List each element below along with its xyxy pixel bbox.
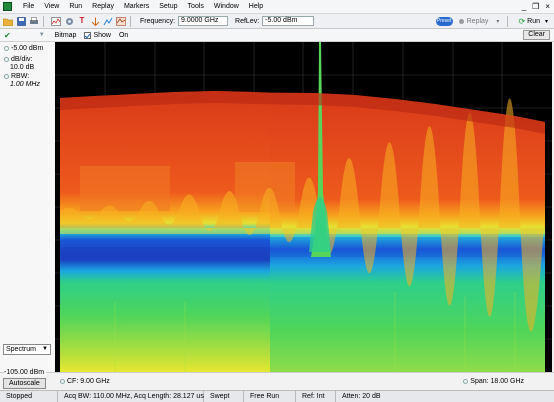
cf-icon — [60, 378, 65, 384]
show-value: On — [118, 31, 129, 39]
chevron-down-icon[interactable]: ▾ — [544, 18, 548, 25]
menu-tools[interactable]: Tools — [187, 2, 204, 10]
db-div-icon — [4, 56, 9, 62]
span-icon — [463, 378, 469, 384]
axis-row: -105.00 dBm Autoscale CF: 9.00 GHz Span:… — [0, 369, 554, 390]
analysis-icon[interactable] — [103, 16, 113, 26]
rbw-value: 1.00 MHz — [10, 81, 40, 88]
autoscale-button[interactable]: Autoscale — [3, 378, 46, 389]
status-attenuation[interactable]: Atten: 20 dB — [342, 393, 381, 400]
status-sweep-mode[interactable]: Swept — [204, 391, 244, 402]
restore-icon[interactable]: ❐ — [532, 1, 540, 11]
app-logo-icon — [3, 2, 12, 11]
toolbar: T Frequency: 9.0000 GHz RefLev: -5.00 dB… — [0, 14, 554, 29]
bottom-level-label: -105.00 dBm — [4, 369, 47, 376]
bitmap-label[interactable]: Bitmap — [54, 31, 77, 39]
displays-icon[interactable] — [51, 16, 61, 26]
toolbar-separator — [43, 15, 44, 27]
toolbar-separator — [130, 15, 131, 27]
run-icon: ⟳ — [518, 16, 526, 26]
print-icon[interactable] — [29, 16, 39, 26]
menu-bar: File View Run Replay Markers Setup Tools… — [0, 0, 554, 14]
trigger-icon[interactable]: T — [79, 16, 85, 25]
acquire-icon[interactable] — [116, 16, 126, 26]
menu-replay[interactable]: Replay — [92, 2, 114, 10]
view-select-value: Spectrum — [6, 346, 36, 353]
menu-file[interactable]: File — [23, 2, 35, 10]
menu-help[interactable]: Help — [248, 2, 264, 10]
clear-button[interactable]: Clear — [523, 30, 550, 40]
ref-level-readout[interactable]: -5.00 dBm — [4, 45, 43, 52]
rbw-label: RBW: — [11, 73, 30, 80]
menu-setup[interactable]: Setup — [159, 2, 178, 10]
ref-level-icon — [4, 45, 9, 51]
replay-label: Replay — [466, 17, 489, 25]
toolbar-separator — [507, 15, 509, 27]
minimize-icon[interactable]: _ — [521, 1, 527, 11]
status-acquisition[interactable]: Acq BW: 110.00 MHz, Acq Length: 28.127 u… — [58, 391, 204, 402]
preset-button[interactable]: Preset — [435, 16, 453, 26]
chevron-down-icon[interactable]: ▾ — [496, 18, 500, 25]
chevron-down-icon[interactable]: ▼ — [38, 32, 45, 38]
rbw-icon — [4, 73, 9, 79]
menu-run[interactable]: Run — [69, 2, 83, 10]
db-div-readout[interactable]: dB/div: — [4, 56, 32, 63]
rbw-readout[interactable]: RBW: — [4, 73, 29, 80]
open-folder-icon[interactable] — [3, 16, 13, 26]
frequency-input[interactable]: 9.0000 GHz — [178, 16, 229, 26]
frequency-label: Frequency: — [140, 17, 176, 25]
menu-window[interactable]: Window — [213, 2, 239, 10]
replay-icon — [458, 18, 464, 24]
center-frequency-readout[interactable]: CF: 9.00 GHz — [60, 378, 110, 385]
menu-markers[interactable]: Markers — [123, 2, 150, 10]
save-icon[interactable] — [16, 16, 26, 26]
run-label: Run — [527, 17, 540, 25]
window-controls: _ ❐ × — [522, 0, 550, 14]
close-icon[interactable]: × — [545, 1, 550, 11]
status-bar: Stopped Acq BW: 110.00 MHz, Acq Length: … — [0, 390, 554, 402]
ref-level-value: -5.00 dBm — [11, 45, 44, 52]
status-run-state: Stopped — [0, 391, 58, 402]
show-label: Show — [93, 31, 111, 39]
menu-view[interactable]: View — [44, 2, 60, 10]
chevron-down-icon: ▼ — [42, 346, 48, 352]
checkmark-icon[interactable]: ✔ — [4, 30, 11, 40]
view-select[interactable]: Spectrum ▼ — [3, 344, 51, 355]
left-panel: -5.00 dBm dB/div: 10.0 dB RBW: 1.00 MHz … — [0, 42, 55, 372]
spectrum-bitmap-plot[interactable] — [55, 42, 552, 372]
status-trigger[interactable]: Free Run — [244, 391, 296, 402]
show-checkbox[interactable] — [84, 31, 92, 39]
run-button[interactable]: ⟳ Run ▾ — [518, 17, 548, 26]
span-readout[interactable]: Span: 18.00 GHz — [463, 378, 524, 385]
db-div-value: 10.0 dB — [10, 64, 35, 71]
amplitude-icon[interactable] — [90, 16, 100, 26]
span-value: Span: 18.00 GHz — [470, 378, 524, 385]
spectrum-bitmap-graphic — [55, 42, 552, 372]
reflev-label: RefLev: — [235, 17, 260, 25]
display-controls: ✔ ▼ Bitmap Show On Clear — [0, 29, 554, 42]
status-reference[interactable]: Ref: Int — [296, 391, 336, 402]
replay-button[interactable]: Replay ▾ — [458, 17, 500, 25]
center-signal-spike — [311, 42, 331, 257]
reflev-input[interactable]: -5.00 dBm — [262, 16, 315, 26]
cf-value: CF: 9.00 GHz — [67, 378, 110, 385]
gear-icon[interactable] — [64, 16, 74, 26]
db-div-label: dB/div: — [11, 56, 33, 63]
